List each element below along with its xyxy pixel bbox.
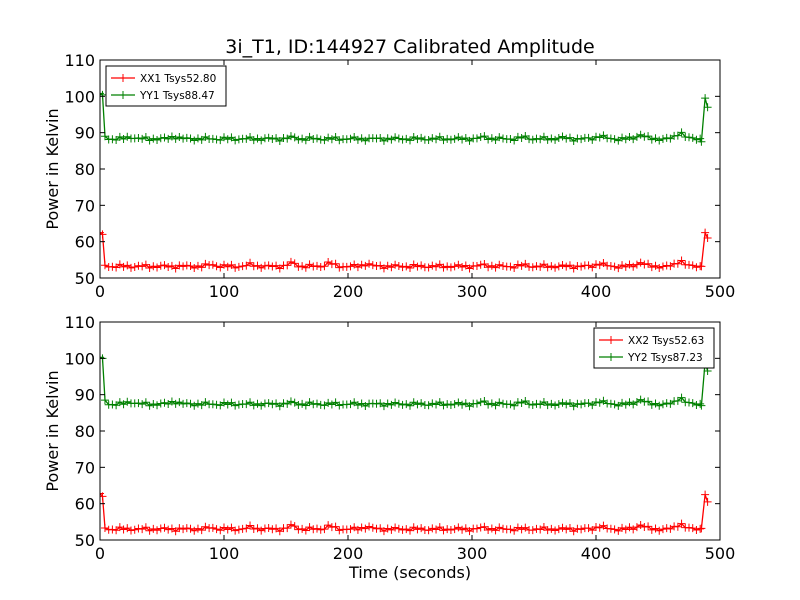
series-markers-YY1 Tsys88.47: [100, 89, 712, 146]
legend-label: YY2 Tsys87.23: [627, 352, 703, 364]
axes-bottom: 0 100 200 300 400 500 50 60 70 80 90 100 110 Power in…: [43, 313, 735, 582]
legend-box: [593, 327, 715, 369]
x-tick-label: 500: [705, 544, 736, 563]
x-tick-label: 0: [95, 282, 105, 301]
x-tick-label: 200: [333, 544, 364, 563]
y-tick-label: 60: [75, 495, 95, 514]
plot-area: [100, 353, 712, 536]
legend: XX1 Tsys52.80 YY1 Tsys88.47: [105, 65, 227, 107]
legend-label: XX2 Tsys52.63: [628, 335, 704, 347]
y-tick-label: 80: [75, 422, 95, 441]
y-tick-label: 90: [75, 124, 95, 143]
x-tick-label: 300: [457, 282, 488, 301]
x-tick-label: 400: [581, 282, 612, 301]
y-tick-label: 70: [75, 458, 95, 477]
legend-label: YY1 Tsys88.47: [139, 90, 215, 102]
y-tick-label: 70: [75, 196, 95, 215]
legend-box: [105, 65, 227, 107]
x-axis-label: Time (seconds): [348, 563, 471, 582]
y-tick-label: 50: [75, 269, 95, 288]
legend: XX2 Tsys52.63 YY2 Tsys87.23: [593, 327, 715, 369]
plot-area: [100, 89, 712, 273]
y-axis-label: Power in Kelvin: [43, 370, 62, 491]
y-axis-label: Power in Kelvin: [43, 108, 62, 229]
legend-label: XX1 Tsys52.80: [140, 73, 216, 85]
series-markers-XX1 Tsys52.80: [100, 228, 712, 273]
series-markers-YY2 Tsys87.23: [100, 353, 712, 411]
y-tick-label: 110: [64, 51, 95, 70]
x-tick-label: 400: [581, 544, 612, 563]
chart-title: 3i_T1, ID:144927 Calibrated Amplitude: [225, 36, 594, 58]
y-tick-label: 100: [64, 349, 95, 368]
axes-top: 0 100 200 300 400 500 50 60 70 80 90 100 110 Power in…: [43, 51, 735, 301]
x-tick-label: 300: [457, 544, 488, 563]
series-markers-XX2 Tsys52.63: [100, 489, 712, 536]
x-tick-label: 100: [209, 282, 240, 301]
y-tick-label: 110: [64, 313, 95, 332]
x-tick-label: 0: [95, 544, 105, 563]
y-tick-label: 90: [75, 386, 95, 405]
y-tick-label: 100: [64, 87, 95, 106]
y-tick-label: 60: [75, 233, 95, 252]
x-tick-label: 100: [209, 544, 240, 563]
y-tick-label: 80: [75, 160, 95, 179]
x-tick-label: 200: [333, 282, 364, 301]
x-tick-label: 500: [705, 282, 736, 301]
y-tick-label: 50: [75, 531, 95, 550]
